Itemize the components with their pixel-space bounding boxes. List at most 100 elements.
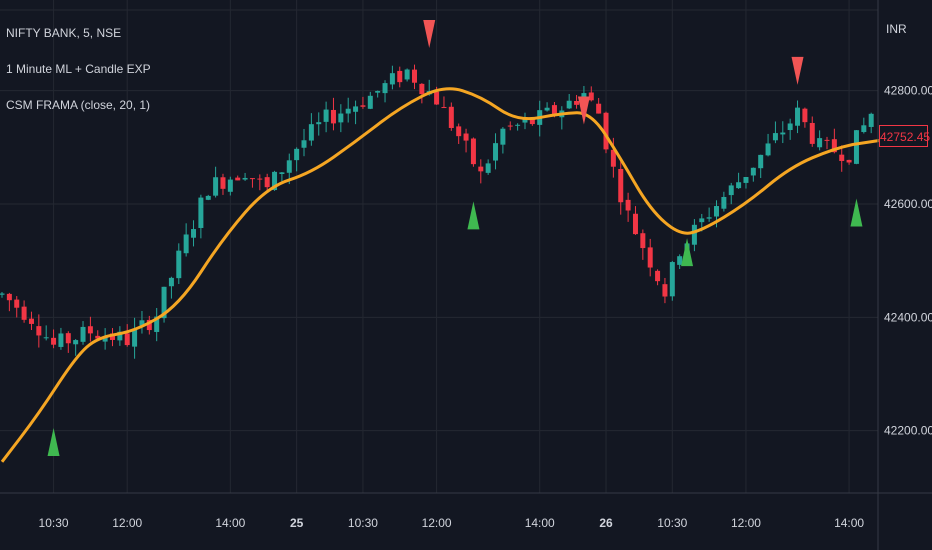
indicator-legend-ml[interactable]: 1 Minute ML + Candle EXP bbox=[6, 62, 151, 76]
candle[interactable] bbox=[14, 296, 20, 318]
candle[interactable] bbox=[522, 112, 528, 130]
candle[interactable] bbox=[353, 100, 359, 125]
candle[interactable] bbox=[780, 121, 786, 144]
candle[interactable] bbox=[294, 147, 300, 172]
candle[interactable] bbox=[559, 106, 565, 130]
candle[interactable] bbox=[367, 91, 373, 110]
candle[interactable] bbox=[588, 86, 594, 102]
candle[interactable] bbox=[493, 133, 499, 170]
candle[interactable] bbox=[28, 311, 34, 330]
candle[interactable] bbox=[809, 116, 815, 147]
candle[interactable] bbox=[817, 130, 823, 151]
candle[interactable] bbox=[655, 269, 661, 286]
candle[interactable] bbox=[36, 314, 42, 348]
candle[interactable] bbox=[95, 330, 101, 340]
candle[interactable] bbox=[787, 118, 793, 140]
candle[interactable] bbox=[618, 158, 624, 215]
candle[interactable] bbox=[640, 229, 646, 260]
candle[interactable] bbox=[146, 315, 152, 335]
candle[interactable] bbox=[441, 96, 447, 109]
candle[interactable] bbox=[456, 123, 462, 144]
candle[interactable] bbox=[132, 317, 138, 359]
candle[interactable] bbox=[161, 286, 167, 323]
candle[interactable] bbox=[765, 133, 771, 157]
candle[interactable] bbox=[249, 178, 255, 188]
candle[interactable] bbox=[168, 276, 174, 299]
candle[interactable] bbox=[397, 66, 403, 88]
candle[interactable] bbox=[109, 328, 115, 347]
candle[interactable] bbox=[728, 182, 734, 205]
candle[interactable] bbox=[743, 176, 749, 189]
candle[interactable] bbox=[632, 206, 638, 235]
candle[interactable] bbox=[264, 173, 270, 192]
time-axis[interactable]: 10:30 12:00 14:00 25 10:30 12:00 14:00 26 10:30 1… bbox=[39, 516, 865, 530]
candle[interactable] bbox=[330, 97, 336, 131]
candle[interactable] bbox=[662, 277, 668, 304]
candle[interactable] bbox=[205, 194, 211, 201]
candle[interactable] bbox=[706, 207, 712, 222]
candle[interactable] bbox=[772, 121, 778, 144]
candle[interactable] bbox=[316, 112, 322, 136]
candle[interactable] bbox=[485, 159, 491, 175]
candle[interactable] bbox=[154, 307, 160, 342]
candle[interactable] bbox=[463, 128, 469, 153]
candle[interactable] bbox=[235, 175, 241, 181]
candle[interactable] bbox=[80, 321, 86, 345]
candle[interactable] bbox=[308, 113, 314, 146]
candle[interactable] bbox=[566, 94, 572, 110]
candle[interactable] bbox=[389, 65, 395, 90]
candle[interactable] bbox=[603, 111, 609, 154]
candle[interactable] bbox=[183, 223, 189, 257]
candle[interactable] bbox=[6, 292, 12, 312]
candle[interactable] bbox=[647, 238, 653, 277]
candle[interactable] bbox=[220, 173, 226, 195]
candle[interactable] bbox=[419, 83, 425, 104]
candle[interactable] bbox=[51, 329, 57, 349]
price-axis[interactable]: 42800.00 42600.00 42400.00 42200.00 bbox=[884, 84, 932, 438]
candle[interactable] bbox=[301, 128, 307, 157]
candle[interactable] bbox=[470, 137, 476, 167]
candle[interactable] bbox=[345, 97, 351, 123]
candle[interactable] bbox=[213, 166, 219, 198]
candle[interactable] bbox=[117, 326, 123, 346]
candle[interactable] bbox=[404, 68, 410, 82]
candle[interactable] bbox=[721, 191, 727, 212]
candle[interactable] bbox=[139, 310, 145, 334]
candle[interactable] bbox=[574, 94, 580, 109]
candle[interactable] bbox=[861, 117, 867, 134]
candle[interactable] bbox=[382, 80, 388, 103]
candle[interactable] bbox=[795, 100, 801, 134]
candle[interactable] bbox=[853, 129, 859, 165]
candle[interactable] bbox=[515, 123, 521, 131]
candle[interactable] bbox=[478, 159, 484, 184]
candle[interactable] bbox=[257, 174, 263, 191]
candle[interactable] bbox=[802, 107, 808, 128]
candle[interactable] bbox=[102, 328, 108, 350]
candle[interactable] bbox=[448, 102, 454, 131]
candle[interactable] bbox=[176, 243, 182, 285]
indicator-legend-frama[interactable]: CSM FRAMA (close, 20, 1) bbox=[6, 98, 151, 112]
candle[interactable] bbox=[43, 325, 49, 341]
candle[interactable] bbox=[868, 112, 874, 134]
candle[interactable] bbox=[677, 254, 683, 269]
candle[interactable] bbox=[65, 331, 71, 353]
frama-line[interactable] bbox=[0, 87, 880, 463]
candle[interactable] bbox=[360, 96, 366, 109]
candle[interactable] bbox=[73, 339, 79, 356]
currency-label[interactable]: INR bbox=[886, 22, 907, 36]
candle[interactable] bbox=[338, 104, 344, 133]
candle[interactable] bbox=[21, 300, 27, 323]
candle[interactable] bbox=[227, 176, 233, 196]
symbol-legend[interactable]: NIFTY BANK, 5, NSE bbox=[6, 26, 122, 40]
candle[interactable] bbox=[198, 194, 204, 239]
candle[interactable] bbox=[846, 159, 852, 165]
candle[interactable] bbox=[242, 172, 248, 181]
candle[interactable] bbox=[58, 327, 64, 350]
candle[interactable] bbox=[544, 102, 550, 112]
candle[interactable] bbox=[507, 121, 513, 131]
candle[interactable] bbox=[750, 167, 756, 182]
candle[interactable] bbox=[824, 136, 830, 150]
candle[interactable] bbox=[0, 292, 5, 298]
candle[interactable] bbox=[596, 97, 602, 114]
